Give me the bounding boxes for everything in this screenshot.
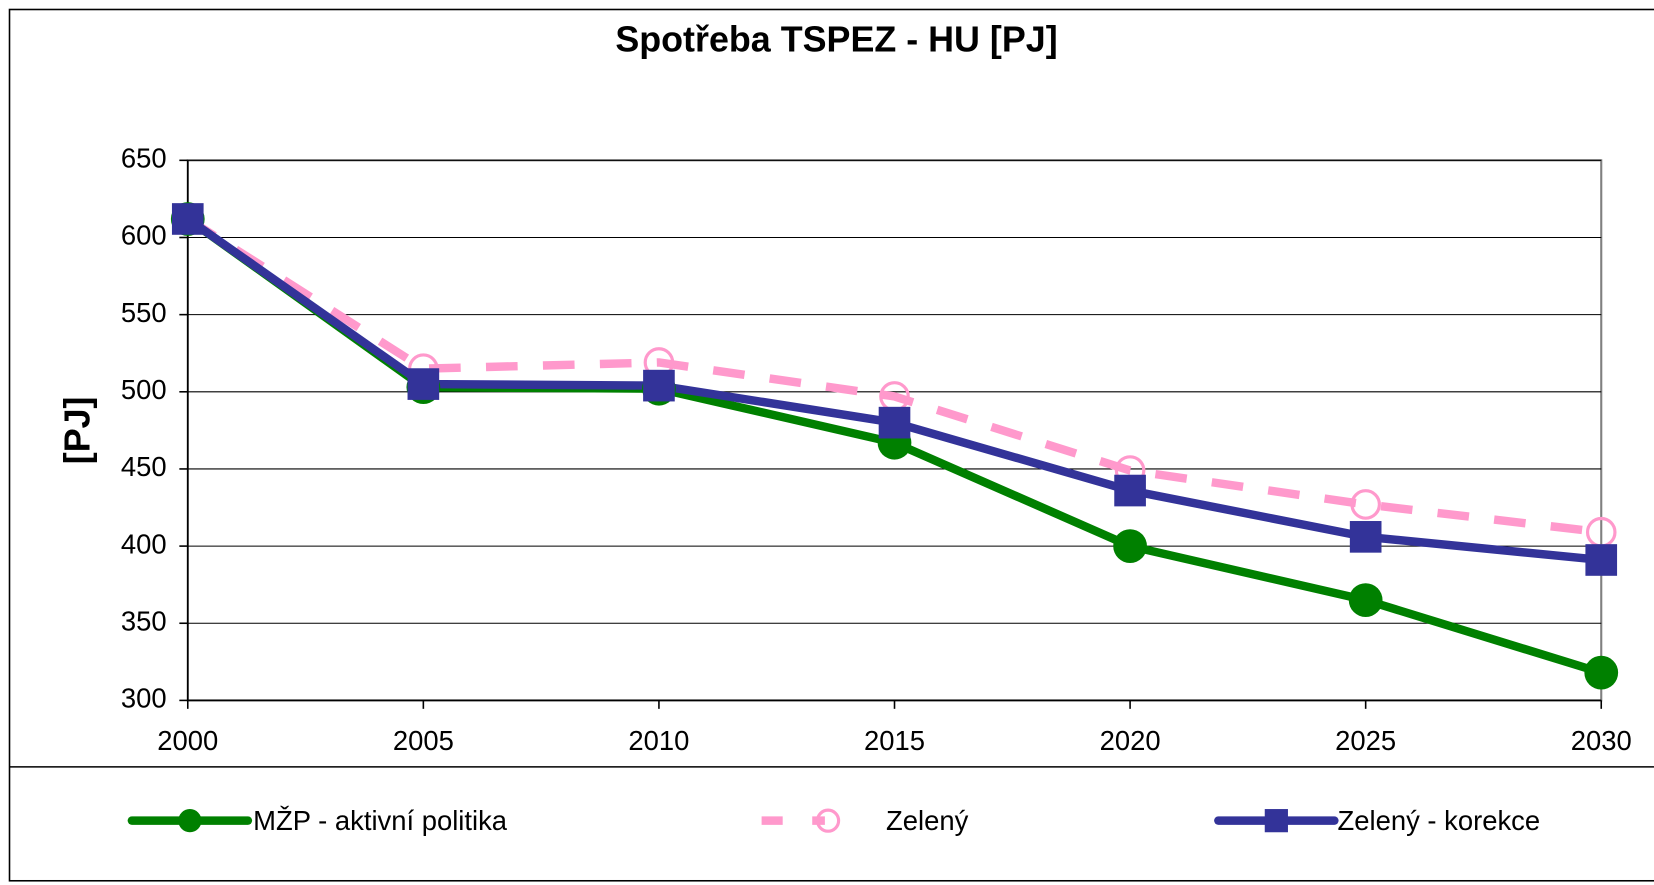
marker xyxy=(178,809,202,833)
marker xyxy=(407,368,440,400)
marker xyxy=(878,406,911,439)
y-tick-label: 600 xyxy=(121,220,167,251)
marker xyxy=(1264,809,1288,833)
y-tick-label: 450 xyxy=(121,451,167,482)
marker xyxy=(1113,529,1147,563)
marker xyxy=(643,369,675,402)
y-tick-label: 650 xyxy=(121,143,167,174)
marker xyxy=(171,203,204,235)
legend-label: Zelený xyxy=(886,805,969,836)
legend-label: MŽP - aktivní politika xyxy=(253,805,508,836)
chart-title: Spotřeba TSPEZ - HU [PJ] xyxy=(615,20,1057,60)
marker xyxy=(1348,583,1383,617)
marker xyxy=(1584,655,1619,690)
y-tick-label: 350 xyxy=(121,606,167,637)
x-tick-label: 2030 xyxy=(1571,725,1632,756)
y-tick-label: 400 xyxy=(121,528,167,559)
marker xyxy=(1349,521,1382,553)
y-tick-label: 550 xyxy=(121,297,167,328)
x-tick-label: 2000 xyxy=(157,725,218,756)
series-line xyxy=(185,215,1602,537)
y-tick-label: 500 xyxy=(121,374,167,405)
x-tick-label: 2010 xyxy=(628,725,689,756)
marker xyxy=(1114,474,1146,507)
y-axis-label: [PJ] xyxy=(58,396,98,464)
marker xyxy=(1585,544,1618,576)
marker xyxy=(815,808,841,833)
x-tick-label: 2020 xyxy=(1100,725,1161,756)
marker xyxy=(1350,489,1381,520)
x-tick-label: 2015 xyxy=(864,725,925,756)
x-tick-label: 2025 xyxy=(1335,725,1396,756)
y-tick-label: 300 xyxy=(121,683,167,714)
legend-label: Zelený - korekce xyxy=(1338,805,1541,836)
x-tick-label: 2005 xyxy=(393,725,454,756)
